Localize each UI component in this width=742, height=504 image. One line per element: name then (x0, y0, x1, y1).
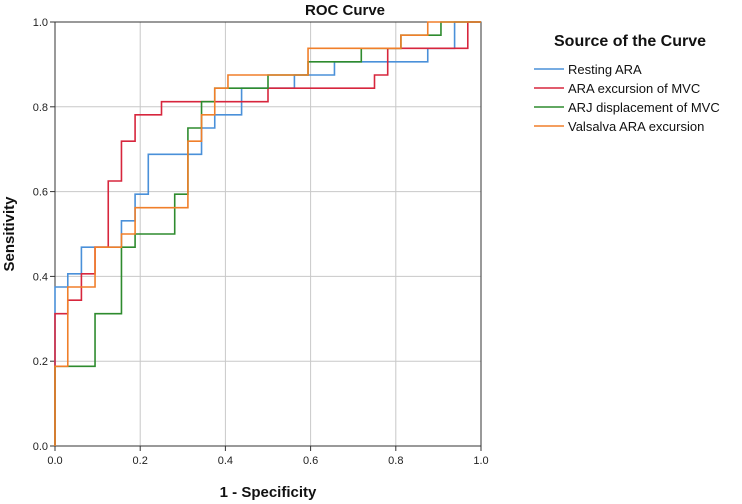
roc-line-series-2 (54, 21, 481, 446)
y-axis-title: Sensitivity (1, 196, 18, 272)
plot-frame (54, 21, 482, 447)
y-tick-label: 0.6 (33, 187, 48, 199)
y-tick-label: 0.4 (33, 271, 48, 283)
x-tick-label: 0.4 (218, 455, 233, 467)
legend-label: ARJ displacement of MVC (568, 100, 720, 115)
y-tick-label: 0.8 (33, 102, 48, 114)
y-tick-label: 1.0 (33, 17, 48, 29)
chart-title: ROC Curve (305, 2, 385, 19)
x-tick-label: 1.0 (473, 455, 488, 467)
x-tick-label: 0.0 (47, 455, 62, 467)
x-tick-label: 0.6 (303, 455, 318, 467)
y-tick-label: 0.2 (33, 356, 48, 368)
legend-title: Source of the Curve (554, 33, 706, 50)
x-tick-label: 0.2 (133, 455, 148, 467)
legend-label: Resting ARA (568, 62, 642, 77)
x-tick-label: 0.8 (388, 455, 403, 467)
legend-label: ARA excursion of MVC (568, 81, 700, 96)
x-axis-title: 1 - Specificity (220, 484, 317, 501)
y-tick-label: 0.0 (33, 441, 48, 453)
roc-line-series-4 (54, 21, 481, 446)
legend-label: Valsalva ARA excursion (568, 119, 704, 134)
